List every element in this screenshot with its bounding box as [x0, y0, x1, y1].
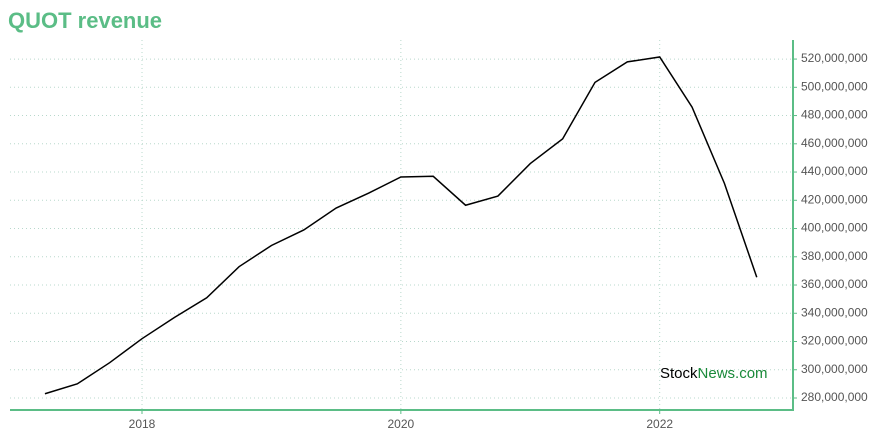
y-tick-label: 280,000,000: [801, 390, 868, 404]
y-tick-label: 420,000,000: [801, 192, 868, 206]
x-tick-label: 2018: [129, 417, 156, 431]
y-tick-label: 460,000,000: [801, 136, 868, 150]
y-tick-label: 400,000,000: [801, 221, 868, 235]
y-tick-label: 320,000,000: [801, 334, 868, 348]
y-tick-label: 300,000,000: [801, 362, 868, 376]
y-tick-label: 340,000,000: [801, 305, 868, 319]
y-tick-label: 360,000,000: [801, 277, 868, 291]
watermark-part: News.com: [698, 365, 768, 382]
line: [44, 56, 758, 395]
y-tick-label: 380,000,000: [801, 249, 868, 263]
y-tick-label: 520,000,000: [801, 51, 868, 65]
y-tick-label: 480,000,000: [801, 108, 868, 122]
watermark: StockNews.com: [660, 365, 768, 382]
x-tick-label: 2020: [388, 417, 415, 431]
watermark-part: Stock: [660, 365, 698, 382]
chart-title: QUOT revenue: [8, 8, 162, 33]
x-tick-label: 2022: [646, 417, 673, 431]
y-tick-label: 440,000,000: [801, 164, 868, 178]
y-tick-label: 500,000,000: [801, 79, 868, 93]
